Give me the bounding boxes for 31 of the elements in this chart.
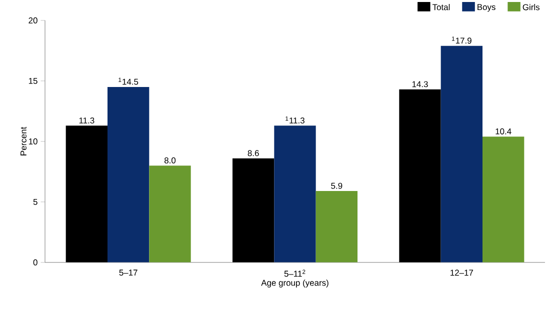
data-label: 11.3 xyxy=(79,117,94,124)
bar xyxy=(66,125,108,262)
y-tick-label: 15 xyxy=(28,78,38,84)
bar xyxy=(316,190,358,262)
legend-label: Boys xyxy=(478,4,496,12)
bar xyxy=(440,46,482,262)
bar xyxy=(399,89,441,262)
data-label: 8.6 xyxy=(248,150,259,156)
data-label: $^{1}$17.9 xyxy=(452,36,472,44)
data-label: $^{1}$14.5 xyxy=(118,78,138,85)
y-tick-label: 20 xyxy=(28,17,38,24)
x-axis-title: Age group (years) xyxy=(261,279,328,288)
legend-label: Girls xyxy=(522,4,540,10)
x-tick-label: 5–11$^{2}$ xyxy=(284,269,306,277)
y-tick-label: 10 xyxy=(28,138,38,144)
data-label: $^{1}$11.3 xyxy=(286,116,304,124)
bar xyxy=(482,136,524,262)
data-label: 5.9 xyxy=(331,182,342,189)
y-tick-label: 0 xyxy=(33,259,38,266)
bar xyxy=(108,86,150,262)
y-axis-title: Percent xyxy=(20,126,26,156)
bar xyxy=(149,165,191,262)
x-tick-label: 12–17 xyxy=(450,269,474,276)
legend-label: Total xyxy=(432,4,450,10)
data-label: 10.4 xyxy=(496,128,512,134)
data-label: 8.0 xyxy=(164,157,176,164)
x-tick-label: 5–17 xyxy=(119,269,138,276)
data-label: 14.3 xyxy=(412,80,428,87)
y-tick-label: 5 xyxy=(33,198,38,205)
bar xyxy=(274,125,316,262)
bar xyxy=(232,158,274,262)
